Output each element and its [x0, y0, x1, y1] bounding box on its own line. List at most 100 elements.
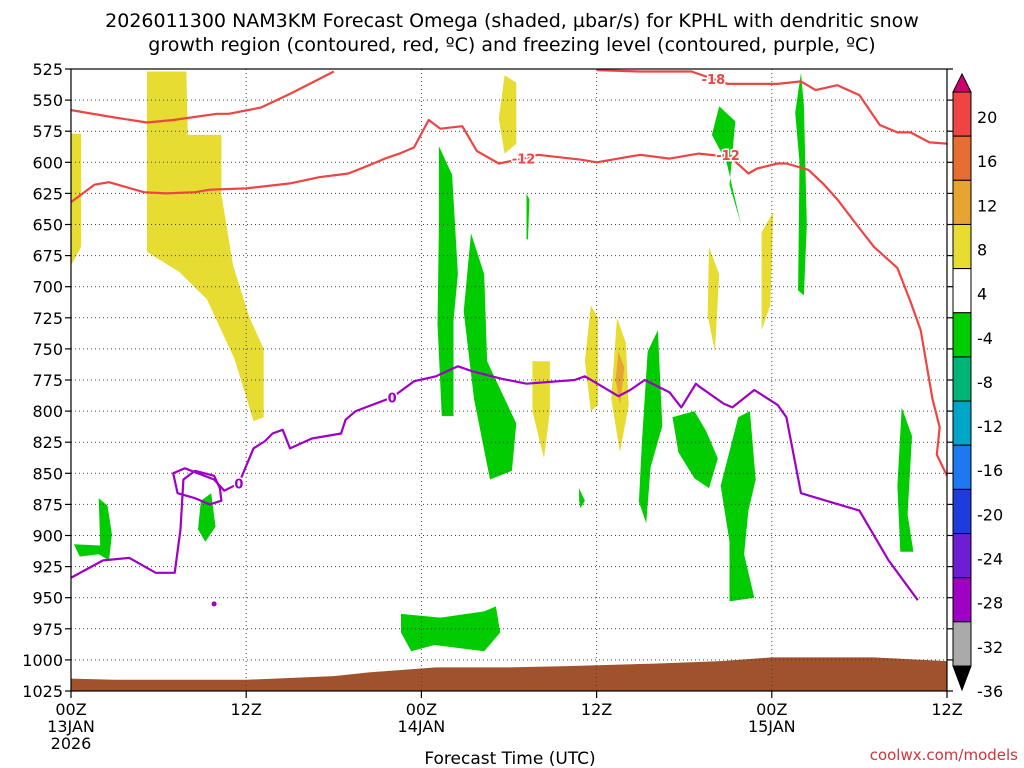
- colorbar-label: -8: [977, 373, 993, 392]
- colorbar-bin: [952, 533, 972, 579]
- colorbar-bin: [952, 621, 972, 667]
- colorbar-bin: [952, 400, 972, 446]
- sinking-omega-region-8: [761, 212, 774, 331]
- sinking-omega-region-6: [615, 351, 625, 405]
- colorbar-bin: [952, 356, 972, 402]
- x-tick-label: 12Z: [581, 700, 612, 719]
- y-tick-label: 925: [32, 558, 63, 577]
- y-tick-label: 750: [32, 340, 63, 359]
- colorbar-bin: [952, 135, 972, 181]
- colorbar-bin: [952, 268, 972, 314]
- rising-omega-region-21: [897, 407, 914, 552]
- contour-label: 0: [386, 390, 398, 408]
- rising-omega-region-20: [795, 72, 807, 296]
- y-tick-label: 650: [32, 216, 63, 235]
- chart-title-line2: growth region (contoured, red, ºC) and f…: [148, 34, 875, 56]
- colorbar-bin: [952, 312, 972, 358]
- contour-label-text: -12: [512, 153, 536, 168]
- colorbar-label: -4: [977, 329, 993, 348]
- sinking-omega-region-3: [532, 361, 550, 459]
- colorbar-bin: [952, 577, 972, 623]
- y-tick-label: 700: [32, 278, 63, 297]
- rising-omega-region-12: [463, 233, 517, 480]
- y-tick-label: 575: [32, 122, 63, 141]
- contour-label-text: -12: [716, 149, 740, 164]
- y-tick-label: 550: [32, 91, 63, 110]
- colorbar-bin: [952, 179, 972, 225]
- rising-omega-region-14: [526, 193, 530, 240]
- x-tick-label: 00Z: [756, 700, 787, 719]
- contour-label-text: 0: [234, 477, 243, 492]
- y-tick-label: 850: [32, 464, 63, 483]
- colorbar-label: 16: [977, 152, 997, 171]
- colorbar-label: -12: [977, 417, 1003, 436]
- rising-omega-region-19: [720, 411, 756, 602]
- y-tick-label: 875: [32, 495, 63, 514]
- y-tick-label: 675: [32, 247, 63, 266]
- x-tick-label: 12Z: [231, 700, 262, 719]
- colorbar-label: 4: [977, 285, 987, 304]
- y-tick-label: 800: [32, 402, 63, 421]
- terrain-fill: [71, 657, 947, 691]
- rising-omega-region-11: [437, 146, 458, 417]
- rising-omega-region-10: [198, 493, 216, 542]
- colorbar-label: -16: [977, 461, 1003, 480]
- y-tick-label: 725: [32, 309, 63, 328]
- chart-title-line1: 2026011300 NAM3KM Forecast Omega (shaded…: [105, 10, 919, 32]
- y-tick-label: 775: [32, 371, 63, 390]
- colorbar-label: -28: [977, 594, 1003, 613]
- y-tick-label: 1025: [22, 682, 63, 701]
- colorbar-bin: [952, 444, 972, 490]
- x-tick-label: 15JAN: [748, 717, 796, 736]
- rising-omega-region-16: [638, 330, 663, 524]
- sinking-omega-region-7: [707, 246, 720, 352]
- colorbar: 20 16 12 8 4 -4 -8 -12 -16 -20 -24 -28 -32 -36: [952, 72, 1003, 701]
- x-tick-label: 2026: [51, 734, 92, 753]
- rising-omega-region-13: [401, 606, 501, 652]
- x-tick-label: 14JAN: [398, 717, 446, 736]
- x-tick-label: 13JAN: [47, 717, 95, 736]
- y-tick-label: 600: [32, 153, 63, 172]
- plot-content: -12 -18 0 -12 0: [71, 69, 947, 691]
- x-tick-label: 00Z: [406, 700, 437, 719]
- sinking-omega-region-1: [146, 71, 264, 422]
- y-tick-label: 975: [32, 620, 63, 639]
- contour-label-text: 0: [388, 391, 397, 406]
- y-tick-label: 525: [32, 60, 63, 79]
- y-tick-label: 1000: [22, 651, 63, 670]
- colorbar-top-arrow: [952, 72, 972, 93]
- contour-label: -18: [700, 71, 727, 89]
- plot-area: -12 -18 0 -12 0: [70, 68, 948, 692]
- x-tick-label: 12Z: [931, 700, 962, 719]
- y-tick-label: 950: [32, 589, 63, 608]
- freezing-level-contour-3: [71, 365, 919, 601]
- colorbar-label: -20: [977, 505, 1003, 524]
- sinking-omega-region-4: [584, 305, 599, 412]
- sinking-omega-region-2: [498, 75, 517, 154]
- rising-omega-region-17: [672, 411, 718, 489]
- y-tick-label: 625: [32, 184, 63, 203]
- colorbar-bin: [952, 91, 972, 137]
- colorbar-bottom-arrow: [952, 665, 972, 692]
- dgz-contour-1: [71, 118, 947, 477]
- x-axis-title: Forecast Time (UTC): [424, 749, 595, 768]
- colorbar-bin: [952, 488, 972, 535]
- colorbar-label: -32: [977, 638, 1003, 657]
- colorbar-label: 8: [977, 240, 987, 259]
- contour-label-text: -18: [702, 73, 726, 88]
- y-axis: 525 550 575 600 625 650 675 700 725 750 775 800 825 8…: [22, 60, 953, 701]
- freezing-level-dot: [211, 601, 217, 607]
- credit-text: coolwx.com/models: [870, 746, 1018, 764]
- x-tick-label: 00Z: [55, 700, 86, 719]
- colorbar-label: -24: [977, 550, 1003, 569]
- dgz-contour-0: [71, 70, 335, 124]
- rising-omega-region-15: [579, 488, 585, 509]
- colorbar-bin: [952, 223, 972, 270]
- dgz-contour-2: [596, 69, 947, 145]
- rising-omega-region-18: [711, 106, 742, 225]
- contour-label: -12: [510, 151, 537, 169]
- y-tick-label: 900: [32, 527, 63, 546]
- y-tick-label: 825: [32, 433, 63, 452]
